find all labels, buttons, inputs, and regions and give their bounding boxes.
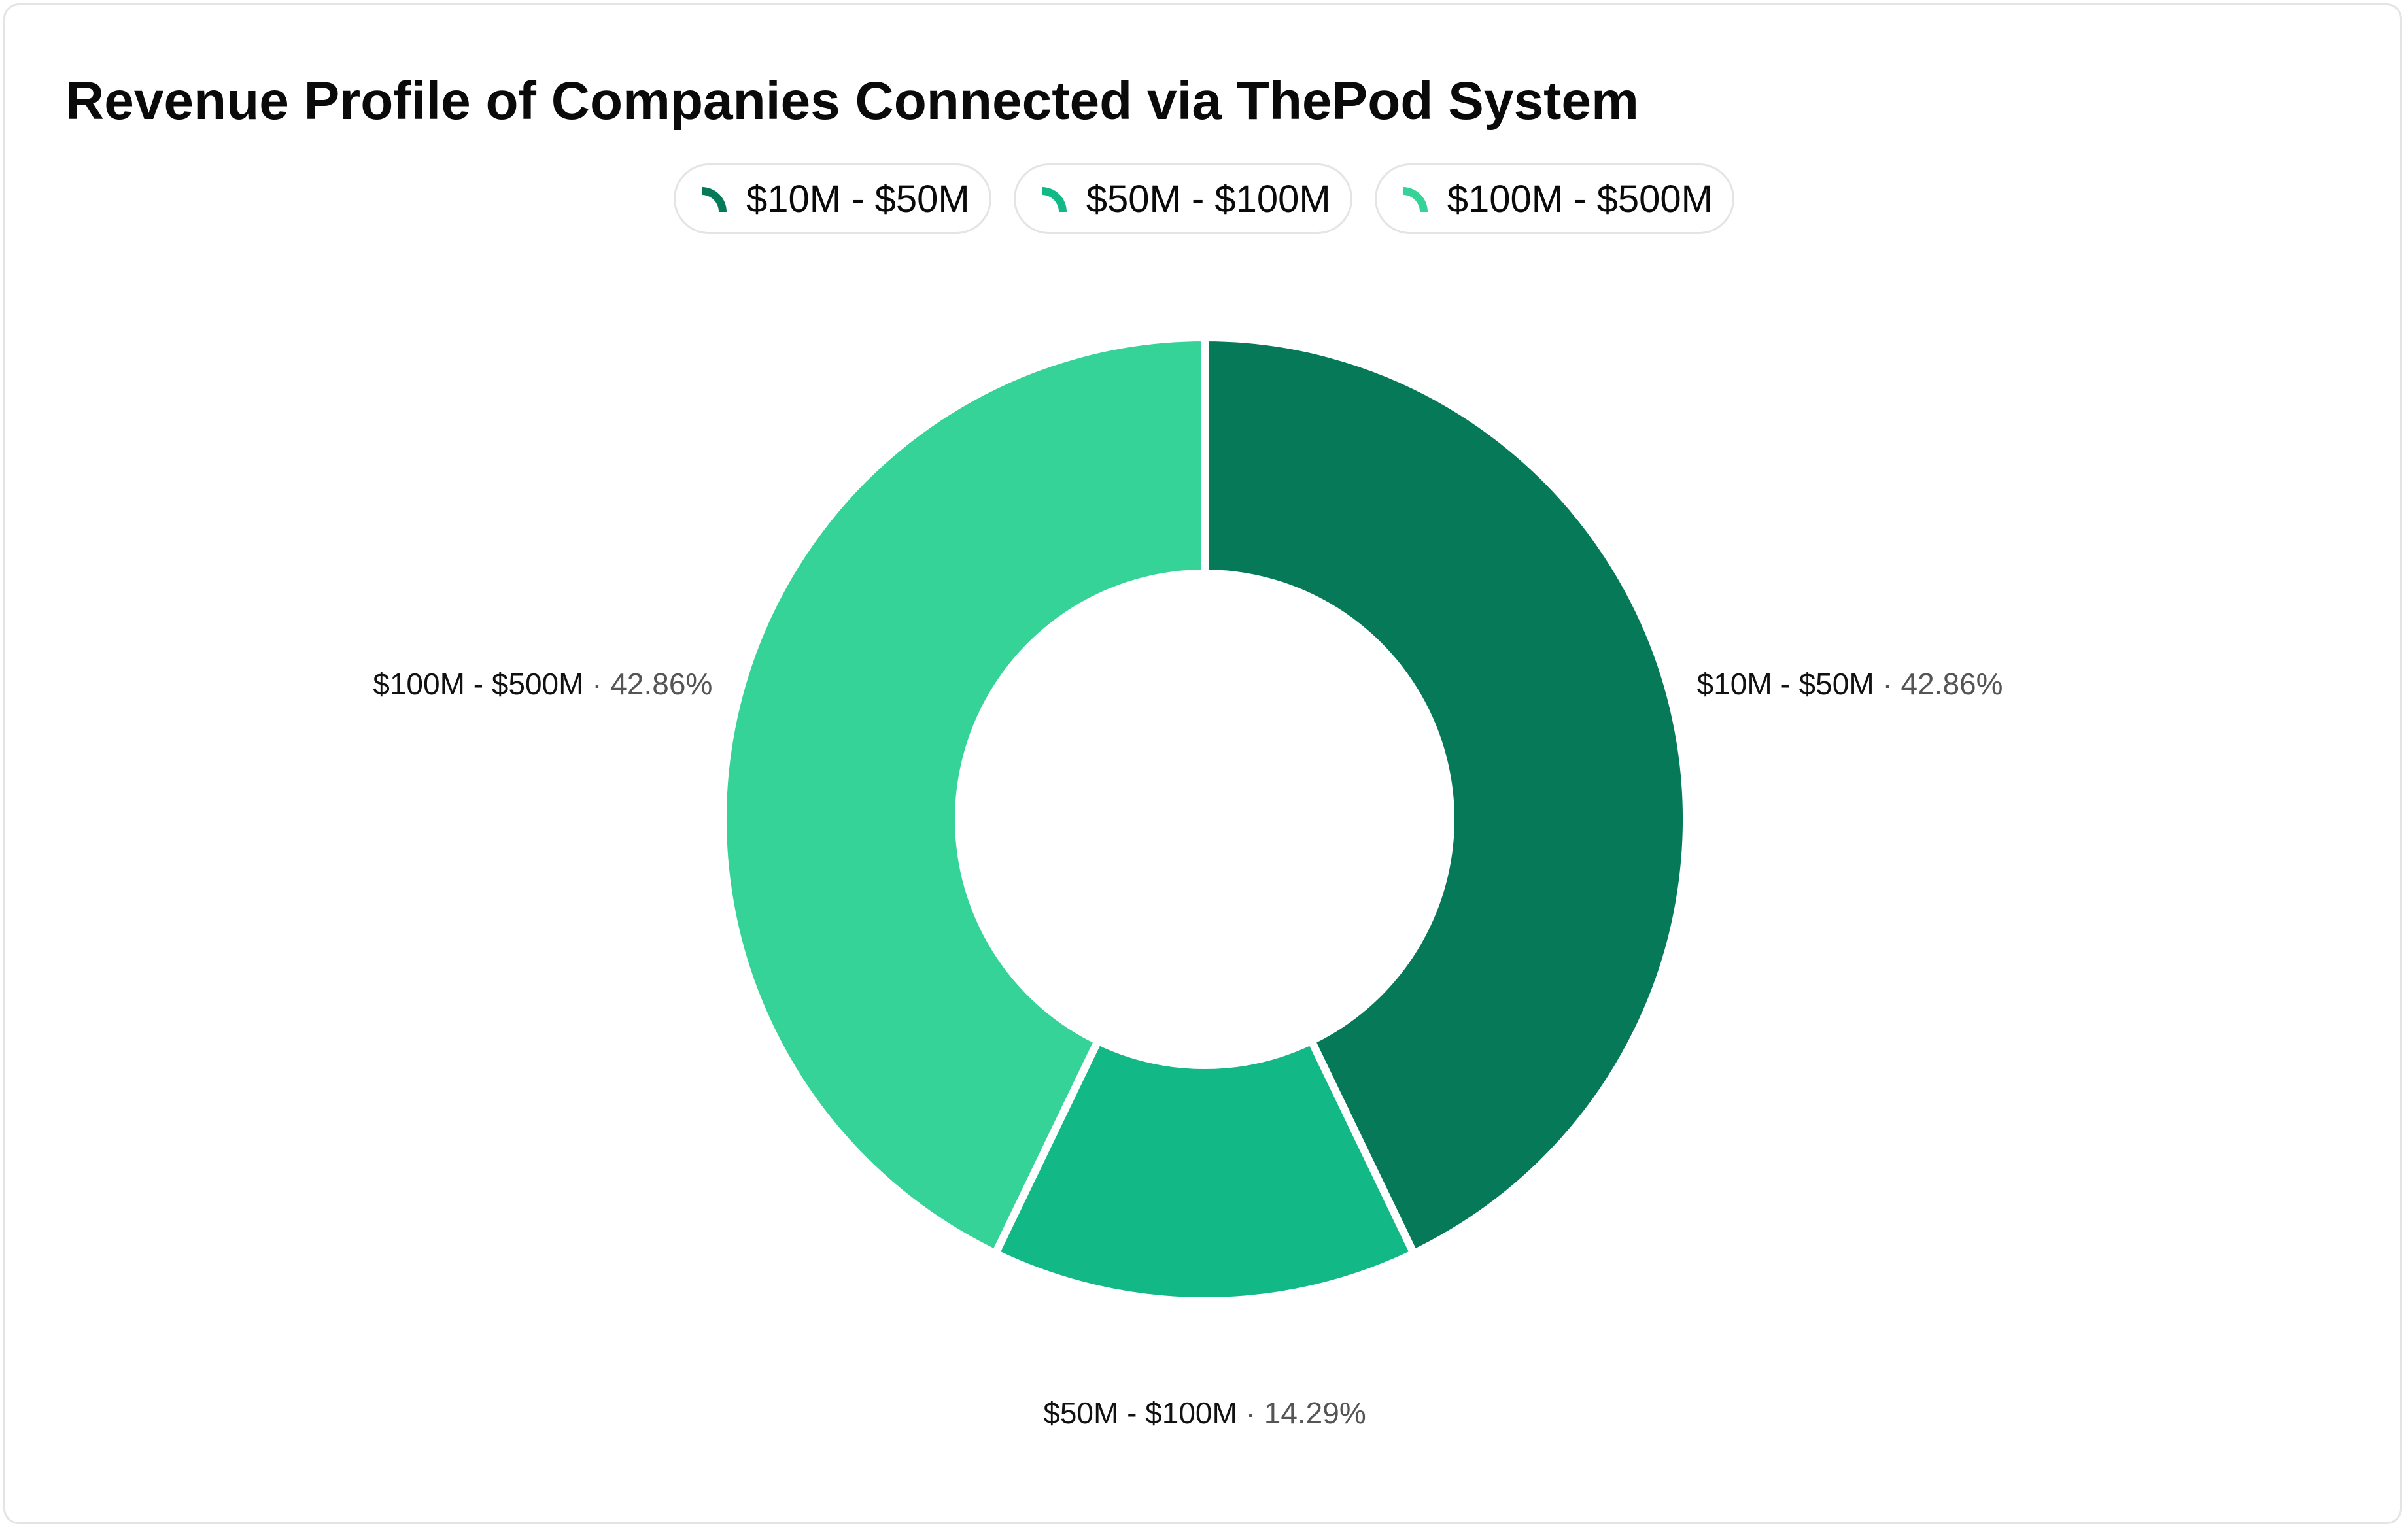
legend-item-10m-50m[interactable]: $10M - $50M xyxy=(674,163,991,234)
legend-label: $50M - $100M xyxy=(1086,177,1331,220)
slice-label-50m-100m: $50M - $100M · 14.29% xyxy=(1043,1396,1366,1430)
slice-label-separator: · xyxy=(583,667,610,701)
legend-item-50m-100m[interactable]: $50M - $100M xyxy=(1013,163,1352,234)
slice-label-separator: · xyxy=(1237,1396,1264,1430)
donut-slice-100m-500m[interactable] xyxy=(719,333,1209,1257)
donut-segment-icon xyxy=(1041,187,1067,212)
chart-title: Revenue Profile of Companies Connected v… xyxy=(65,71,1639,131)
chart-legend: $10M - $50M $50M - $100M $100M - $500M xyxy=(0,163,2408,234)
donut-slice-50m-100m[interactable] xyxy=(991,1036,1418,1306)
slice-label-10m-50m: $10M - $50M · 42.86% xyxy=(1697,667,2003,701)
slice-label-value: 42.86% xyxy=(610,667,712,701)
slice-label-value: 14.29% xyxy=(1264,1396,1366,1430)
donut-segment-icon xyxy=(702,187,727,212)
slice-label-100m-500m: $100M - $500M · 42.86% xyxy=(373,667,712,701)
legend-item-100m-500m[interactable]: $100M - $500M xyxy=(1374,163,1734,234)
donut-slice-10m-50m[interactable] xyxy=(1201,333,1691,1257)
donut-segment-icon xyxy=(1402,187,1428,212)
slice-label-category: $50M - $100M xyxy=(1043,1396,1237,1430)
slice-label-value: 42.86% xyxy=(1901,667,2003,701)
slice-label-category: $10M - $50M xyxy=(1697,667,1874,701)
slice-label-separator: · xyxy=(1874,667,1901,701)
legend-label: $10M - $50M xyxy=(746,177,970,220)
legend-label: $100M - $500M xyxy=(1447,177,1713,220)
slice-label-category: $100M - $500M xyxy=(373,667,583,701)
